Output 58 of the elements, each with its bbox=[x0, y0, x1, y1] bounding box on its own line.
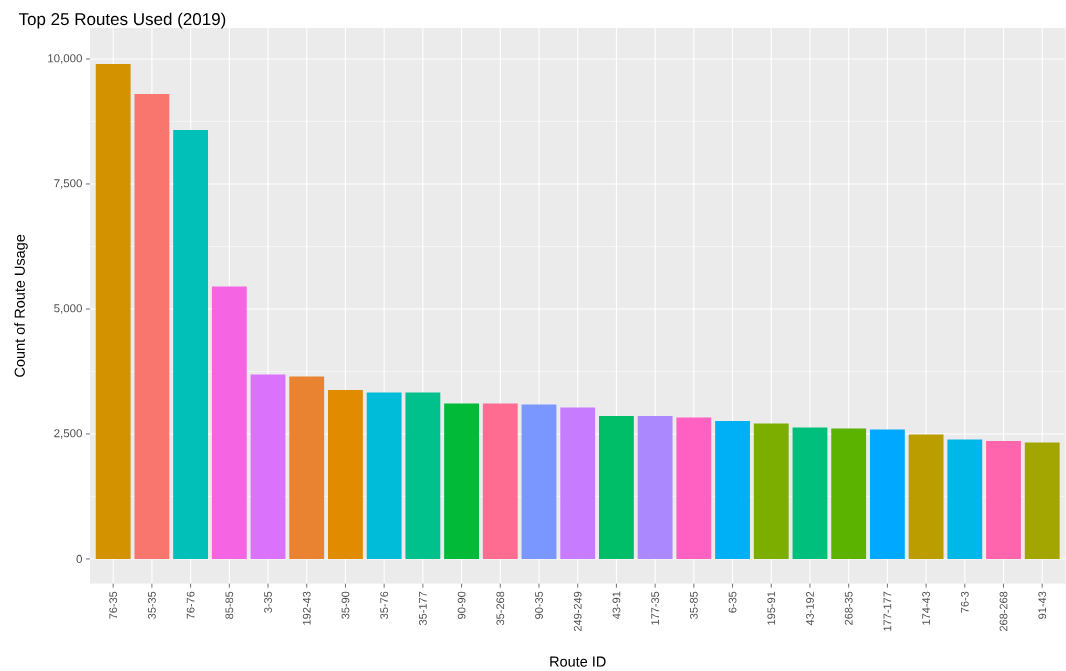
bar bbox=[676, 417, 712, 560]
x-tick-label: 6-35 bbox=[728, 591, 737, 613]
x-tick-label: 76-3 bbox=[960, 591, 969, 613]
x-tick-label: 43-192 bbox=[806, 591, 814, 626]
bar bbox=[289, 376, 325, 560]
x-tick-label: 35-35 bbox=[148, 591, 156, 620]
bar bbox=[599, 416, 634, 560]
x-tick-label: 268-268 bbox=[999, 591, 1008, 632]
bar bbox=[211, 286, 247, 560]
bar bbox=[947, 439, 983, 560]
bar bbox=[444, 403, 479, 560]
bar bbox=[831, 428, 867, 560]
bar bbox=[560, 407, 596, 560]
x-tick-label: 268-35 bbox=[844, 591, 853, 626]
x-tick-label: 90-35 bbox=[535, 591, 543, 619]
bar bbox=[1024, 442, 1060, 560]
x-tick-label: 192-43 bbox=[302, 591, 311, 625]
bar bbox=[637, 416, 673, 560]
x-tick-label: 35-90 bbox=[341, 591, 350, 620]
x-tick-label: 3-35 bbox=[264, 591, 272, 613]
bar bbox=[250, 374, 286, 560]
y-tick-label: 5,000 bbox=[54, 304, 82, 314]
x-tick-label: 90-90 bbox=[457, 591, 466, 619]
x-tick-label: 174-43 bbox=[922, 591, 930, 625]
bar bbox=[715, 421, 750, 560]
bar bbox=[908, 434, 944, 560]
bar bbox=[753, 423, 789, 560]
x-tick-label: 249-249 bbox=[573, 591, 582, 632]
x-tick-label: 76-76 bbox=[186, 591, 195, 619]
bar bbox=[986, 441, 1021, 560]
x-tick-label: 177-177 bbox=[883, 591, 892, 631]
x-tick-label: 43-91 bbox=[612, 591, 621, 620]
y-tick-label: 2,500 bbox=[54, 429, 82, 439]
x-tick-label: 177-35 bbox=[651, 591, 660, 625]
bar bbox=[95, 64, 131, 560]
bar bbox=[482, 403, 518, 560]
bar bbox=[869, 429, 905, 560]
bar bbox=[521, 404, 557, 560]
bar bbox=[792, 427, 828, 560]
bar bbox=[405, 392, 441, 560]
bar bbox=[173, 130, 209, 560]
bar bbox=[134, 94, 170, 560]
x-tick-label: 91-43 bbox=[1038, 591, 1047, 619]
x-tick-label: 85-85 bbox=[225, 591, 234, 620]
bar bbox=[366, 392, 402, 560]
chart-title: Top 25 Routes Used (2019) bbox=[18, 12, 226, 29]
bar bbox=[328, 390, 363, 560]
y-axis-title: Count of Route Usage bbox=[14, 234, 28, 377]
x-tick-label: 76-35 bbox=[109, 591, 118, 619]
y-tick-label: 7,500 bbox=[54, 179, 82, 189]
x-tick-label: 195-91 bbox=[767, 591, 776, 625]
x-tick-label: 35-76 bbox=[380, 591, 389, 620]
x-tick-label: 35-268 bbox=[496, 591, 505, 626]
x-tick-label: 35-177 bbox=[418, 591, 427, 626]
y-tick-label: 10,000 bbox=[48, 54, 82, 64]
x-axis-title: Route ID bbox=[550, 656, 606, 667]
y-tick-label: 0 bbox=[76, 555, 82, 564]
x-tick-label: 35-85 bbox=[689, 591, 698, 620]
